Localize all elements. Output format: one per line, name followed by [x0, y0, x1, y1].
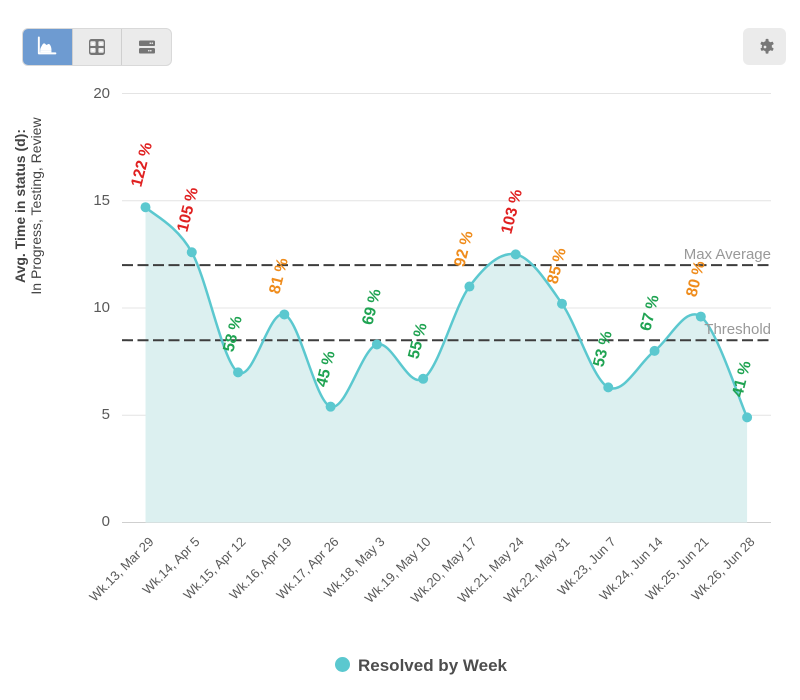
svg-text:Threshold: Threshold	[704, 321, 771, 338]
